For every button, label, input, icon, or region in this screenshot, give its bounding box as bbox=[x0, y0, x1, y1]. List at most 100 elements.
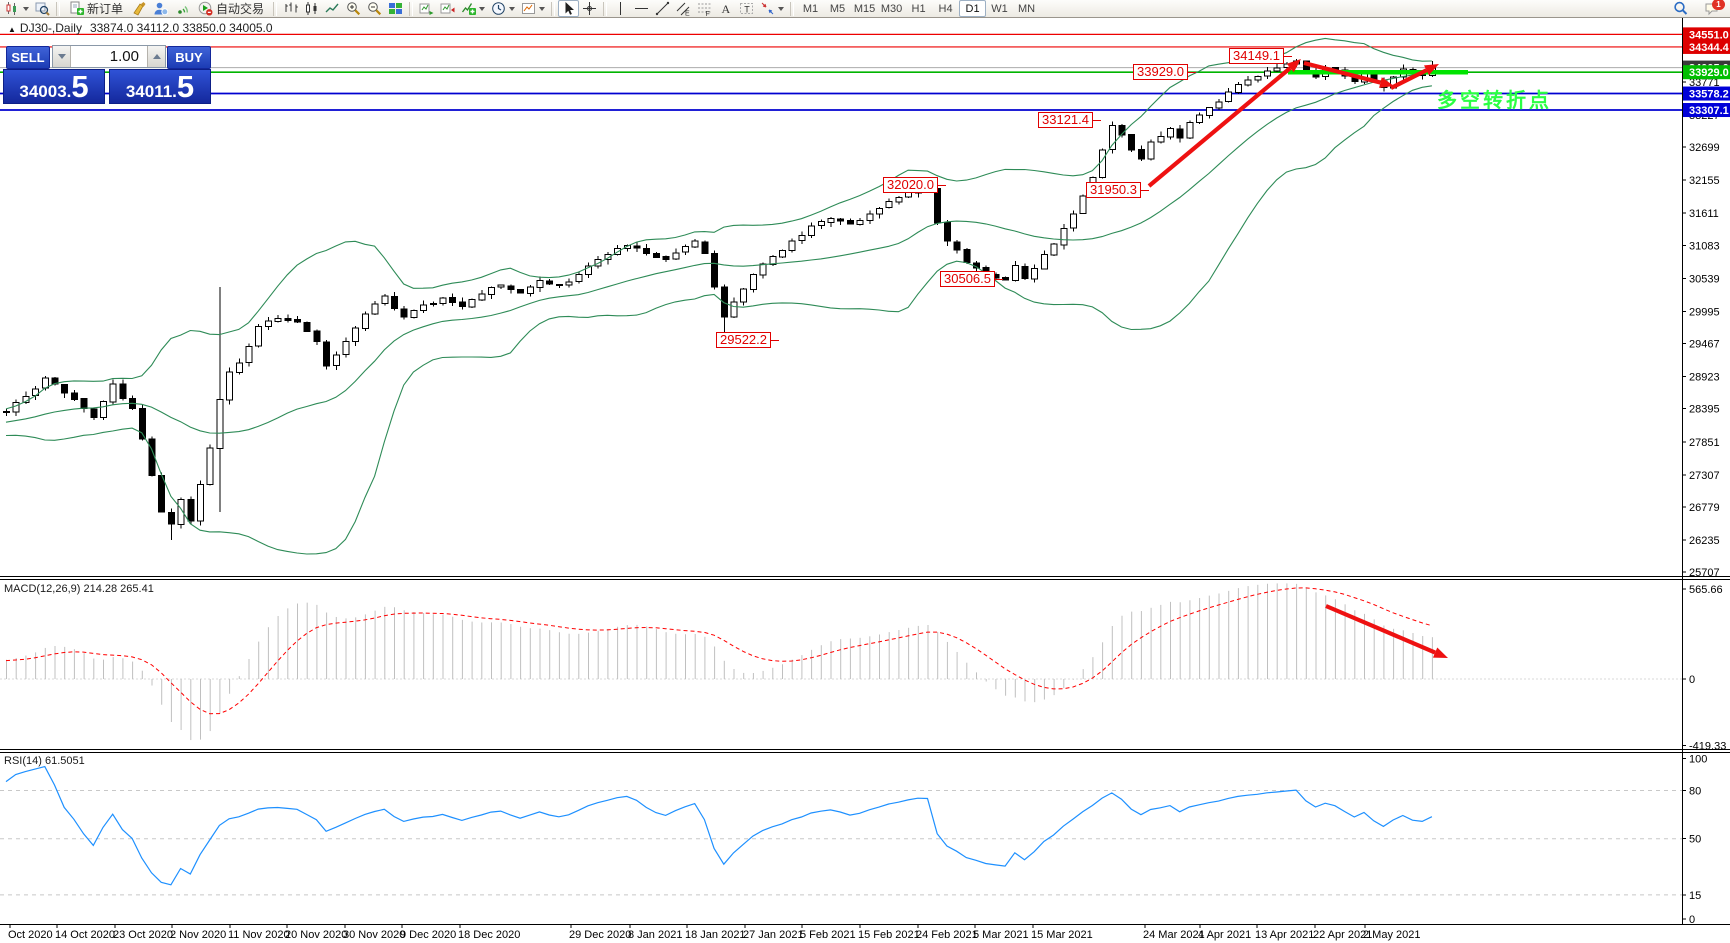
chart-note-text[interactable]: 多空转折点 bbox=[1437, 90, 1552, 112]
timeframe-w1-button[interactable]: W1 bbox=[991, 2, 1008, 15]
sell-button[interactable]: SELL bbox=[6, 46, 50, 69]
price-annotation[interactable]: 32020.0 bbox=[883, 177, 946, 193]
svg-text:33929.0: 33929.0 bbox=[1689, 67, 1729, 79]
one-click-trading-panel: SELL 1.00 BUY 34003. 5 34011. 5 bbox=[3, 43, 215, 105]
buy-price-main: 34011. bbox=[125, 82, 177, 101]
trend-arrows[interactable] bbox=[1147, 59, 1448, 658]
volume-increase-button[interactable] bbox=[147, 46, 165, 67]
chart-shift-button[interactable] bbox=[437, 0, 458, 17]
buy-price-pips: 5 bbox=[176, 69, 195, 104]
volume-decrease-button[interactable] bbox=[53, 46, 71, 67]
chart-profiles-button[interactable] bbox=[32, 0, 53, 17]
svg-text:28395: 28395 bbox=[1689, 404, 1720, 416]
new-chart-button[interactable] bbox=[2, 0, 32, 17]
timeframe-d1-button[interactable]: D1 bbox=[959, 0, 987, 17]
svg-text:13 Apr 2021: 13 Apr 2021 bbox=[1255, 929, 1314, 941]
timeframe-m15-button[interactable]: M15 bbox=[853, 2, 876, 15]
chart-shift-icon bbox=[440, 3, 455, 14]
search-icon bbox=[1674, 1, 1688, 15]
svg-text:80: 80 bbox=[1689, 786, 1701, 798]
auto-scroll-button[interactable] bbox=[416, 0, 437, 17]
timeframe-mn-button[interactable]: MN bbox=[1017, 2, 1036, 15]
price-annotation[interactable]: 33929.0 bbox=[1133, 64, 1196, 80]
notifications-button[interactable]: 1 bbox=[1701, 0, 1725, 17]
buy-button[interactable]: BUY bbox=[167, 46, 211, 69]
svg-text:32699: 32699 bbox=[1689, 142, 1720, 154]
autotrading-label: 自动交易 bbox=[216, 2, 265, 16]
sell-price-button[interactable]: 34003. 5 bbox=[3, 69, 105, 104]
templates-button[interactable] bbox=[518, 0, 548, 17]
svg-text:22 Apr 2021: 22 Apr 2021 bbox=[1313, 929, 1372, 941]
svg-text:30539: 30539 bbox=[1689, 273, 1720, 285]
vertical-line-tool-button[interactable] bbox=[610, 0, 631, 17]
candlestick-mode-button[interactable] bbox=[301, 0, 322, 17]
periods-button[interactable] bbox=[488, 0, 518, 17]
timeframe-m1-button[interactable]: M1 bbox=[802, 2, 819, 15]
timeframe-m5-button[interactable]: M5 bbox=[829, 2, 846, 15]
svg-text:15: 15 bbox=[1689, 890, 1701, 902]
timeframe-m30-button[interactable]: M30 bbox=[880, 2, 903, 15]
fibonacci-tool-icon: F bbox=[698, 3, 712, 16]
tile-windows-button[interactable] bbox=[385, 0, 406, 17]
toolbar-separator bbox=[603, 1, 608, 16]
candlestick-mode-icon bbox=[306, 2, 317, 15]
chart-ohlc-values: 33874.0 34112.0 33850.0 34005.0 bbox=[89, 21, 273, 35]
price-annotation[interactable]: 34149.1 bbox=[1229, 48, 1292, 64]
autotrading-icon bbox=[198, 1, 213, 16]
bollinger-bands[interactable] bbox=[5, 37, 1432, 555]
buy-price-button[interactable]: 34011. 5 bbox=[109, 69, 211, 104]
zoom-in-button[interactable] bbox=[343, 0, 364, 17]
bar-chart-mode-icon bbox=[285, 2, 298, 13]
svg-text:F: F bbox=[706, 11, 710, 16]
price-annotation[interactable]: 31950.3 bbox=[1086, 182, 1149, 198]
svg-text:5 Mar 2021: 5 Mar 2021 bbox=[973, 929, 1029, 941]
arrows-tool-button[interactable] bbox=[757, 0, 787, 17]
line-chart-mode-button[interactable] bbox=[322, 0, 343, 17]
autotrading-button[interactable]: 自动交易 bbox=[192, 0, 270, 17]
pane-separators[interactable] bbox=[0, 18, 1730, 925]
new-order-label: 新订单 bbox=[87, 2, 124, 16]
svg-text:34344.4: 34344.4 bbox=[1689, 42, 1730, 54]
virtual-hosting-button[interactable] bbox=[150, 0, 171, 17]
volume-stepper[interactable]: 1.00 bbox=[52, 45, 166, 68]
text-tool-button[interactable]: A bbox=[715, 0, 736, 17]
crosshair-tool-button[interactable] bbox=[579, 0, 600, 17]
new-order-button[interactable]: 新订单 bbox=[63, 0, 129, 17]
svg-text:8 Jan 2021: 8 Jan 2021 bbox=[628, 929, 682, 941]
trendline-tool-button[interactable] bbox=[652, 0, 673, 17]
timeframe-h1-button[interactable]: H1 bbox=[911, 2, 926, 15]
horizontal-line-tool-button[interactable] bbox=[631, 0, 652, 17]
search-button[interactable] bbox=[1670, 0, 1691, 17]
svg-text:100: 100 bbox=[1689, 753, 1707, 765]
mql5-community-icon bbox=[133, 2, 146, 16]
svg-text:33307.1: 33307.1 bbox=[1689, 105, 1729, 117]
price-annotation[interactable]: 30506.5 bbox=[940, 271, 1003, 287]
highlighted-level-segment[interactable] bbox=[1288, 70, 1468, 75]
window-marker-icon: ▲ bbox=[8, 25, 16, 34]
svg-text:29467: 29467 bbox=[1689, 339, 1720, 351]
toolbar-separator bbox=[56, 1, 60, 16]
fibonacci-tool-button[interactable]: F bbox=[694, 0, 715, 17]
chart-profiles-icon bbox=[35, 2, 50, 16]
cursor-tool-button[interactable] bbox=[558, 0, 580, 17]
bar-chart-mode-button[interactable] bbox=[280, 0, 301, 17]
volume-value[interactable]: 1.00 bbox=[109, 48, 139, 65]
price-annotation[interactable]: 29522.2 bbox=[716, 332, 779, 348]
toolbar-separator bbox=[409, 1, 414, 16]
rsi-indicator-label: RSI(14) 61.5051 bbox=[4, 755, 85, 767]
zoom-out-button[interactable] bbox=[364, 0, 385, 17]
svg-text:34551.0: 34551.0 bbox=[1689, 29, 1729, 41]
templates-icon bbox=[522, 3, 536, 14]
horizontal-level-lines[interactable] bbox=[0, 33, 1682, 111]
price-annotation[interactable]: 33121.4 bbox=[1038, 112, 1101, 128]
indicators-button[interactable] bbox=[458, 0, 488, 17]
mql5-community-button[interactable] bbox=[129, 0, 150, 17]
signals-button[interactable] bbox=[171, 0, 192, 17]
timeframe-h4-button[interactable]: H4 bbox=[938, 2, 953, 15]
price-scale[interactable]: 3431533771332273269932155316113108330539… bbox=[1682, 27, 1730, 926]
svg-text:2 Nov 2020: 2 Nov 2020 bbox=[170, 929, 226, 941]
label-tool-button[interactable]: T bbox=[736, 0, 757, 17]
channel-tool-button[interactable]: E bbox=[673, 0, 694, 17]
